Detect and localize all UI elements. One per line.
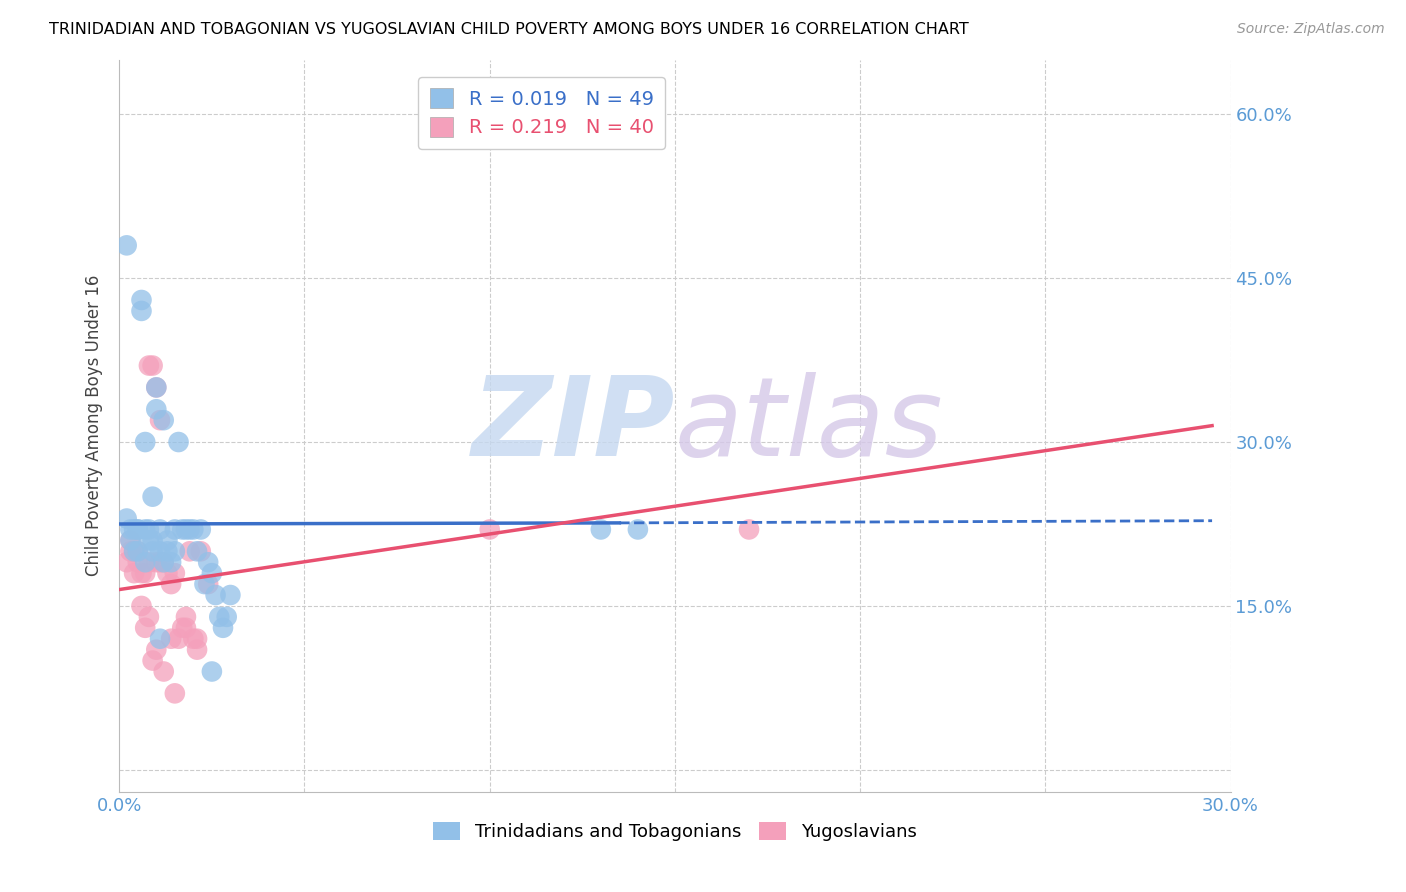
- Point: [197, 555, 219, 569]
- Point: [179, 523, 201, 537]
- Point: [186, 632, 208, 646]
- Point: [131, 599, 153, 613]
- Point: [160, 577, 183, 591]
- Point: [589, 523, 612, 537]
- Point: [115, 238, 138, 252]
- Point: [127, 544, 149, 558]
- Point: [138, 610, 160, 624]
- Point: [138, 555, 160, 569]
- Point: [172, 523, 194, 537]
- Point: [215, 610, 238, 624]
- Point: [152, 555, 174, 569]
- Point: [149, 555, 172, 569]
- Point: [201, 566, 224, 581]
- Legend: R = 0.019   N = 49, R = 0.219   N = 40: R = 0.019 N = 49, R = 0.219 N = 40: [418, 77, 665, 149]
- Point: [145, 380, 167, 394]
- Point: [149, 523, 172, 537]
- Point: [127, 523, 149, 537]
- Point: [167, 632, 190, 646]
- Point: [145, 402, 167, 417]
- Point: [163, 523, 186, 537]
- Point: [204, 588, 226, 602]
- Y-axis label: Child Poverty Among Boys Under 16: Child Poverty Among Boys Under 16: [86, 275, 103, 576]
- Point: [115, 555, 138, 569]
- Point: [127, 544, 149, 558]
- Point: [134, 621, 156, 635]
- Point: [120, 533, 142, 548]
- Point: [186, 642, 208, 657]
- Point: [156, 566, 179, 581]
- Point: [142, 490, 165, 504]
- Point: [156, 533, 179, 548]
- Point: [149, 544, 172, 558]
- Point: [163, 566, 186, 581]
- Point: [138, 523, 160, 537]
- Point: [174, 523, 197, 537]
- Point: [134, 555, 156, 569]
- Point: [120, 533, 142, 548]
- Point: [190, 523, 212, 537]
- Point: [167, 435, 190, 450]
- Point: [186, 544, 208, 558]
- Text: Source: ZipAtlas.com: Source: ZipAtlas.com: [1237, 22, 1385, 37]
- Point: [131, 293, 153, 307]
- Point: [174, 621, 197, 635]
- Point: [145, 642, 167, 657]
- Text: ZIP: ZIP: [471, 372, 675, 479]
- Point: [149, 413, 172, 427]
- Text: TRINIDADIAN AND TOBAGONIAN VS YUGOSLAVIAN CHILD POVERTY AMONG BOYS UNDER 16 CORR: TRINIDADIAN AND TOBAGONIAN VS YUGOSLAVIA…: [49, 22, 969, 37]
- Point: [134, 523, 156, 537]
- Point: [179, 544, 201, 558]
- Point: [145, 555, 167, 569]
- Point: [138, 359, 160, 373]
- Point: [478, 523, 501, 537]
- Point: [115, 511, 138, 525]
- Point: [134, 566, 156, 581]
- Point: [197, 577, 219, 591]
- Point: [193, 577, 215, 591]
- Point: [120, 523, 142, 537]
- Point: [212, 621, 235, 635]
- Point: [627, 523, 650, 537]
- Point: [190, 544, 212, 558]
- Text: atlas: atlas: [675, 372, 943, 479]
- Point: [122, 544, 145, 558]
- Point: [163, 686, 186, 700]
- Point: [149, 632, 172, 646]
- Point: [122, 544, 145, 558]
- Point: [142, 533, 165, 548]
- Point: [120, 544, 142, 558]
- Point: [122, 566, 145, 581]
- Point: [208, 610, 231, 624]
- Point: [183, 632, 205, 646]
- Point: [122, 523, 145, 537]
- Point: [738, 523, 761, 537]
- Point: [131, 566, 153, 581]
- Point: [152, 413, 174, 427]
- Point: [160, 555, 183, 569]
- Point: [174, 610, 197, 624]
- Point: [127, 555, 149, 569]
- Point: [156, 544, 179, 558]
- Point: [201, 665, 224, 679]
- Point: [138, 533, 160, 548]
- Point: [172, 621, 194, 635]
- Point: [163, 544, 186, 558]
- Point: [142, 544, 165, 558]
- Point: [152, 665, 174, 679]
- Point: [134, 435, 156, 450]
- Point: [160, 632, 183, 646]
- Point: [219, 588, 242, 602]
- Point: [127, 523, 149, 537]
- Point: [183, 523, 205, 537]
- Point: [131, 304, 153, 318]
- Point: [145, 380, 167, 394]
- Point: [152, 555, 174, 569]
- Point: [142, 359, 165, 373]
- Point: [142, 654, 165, 668]
